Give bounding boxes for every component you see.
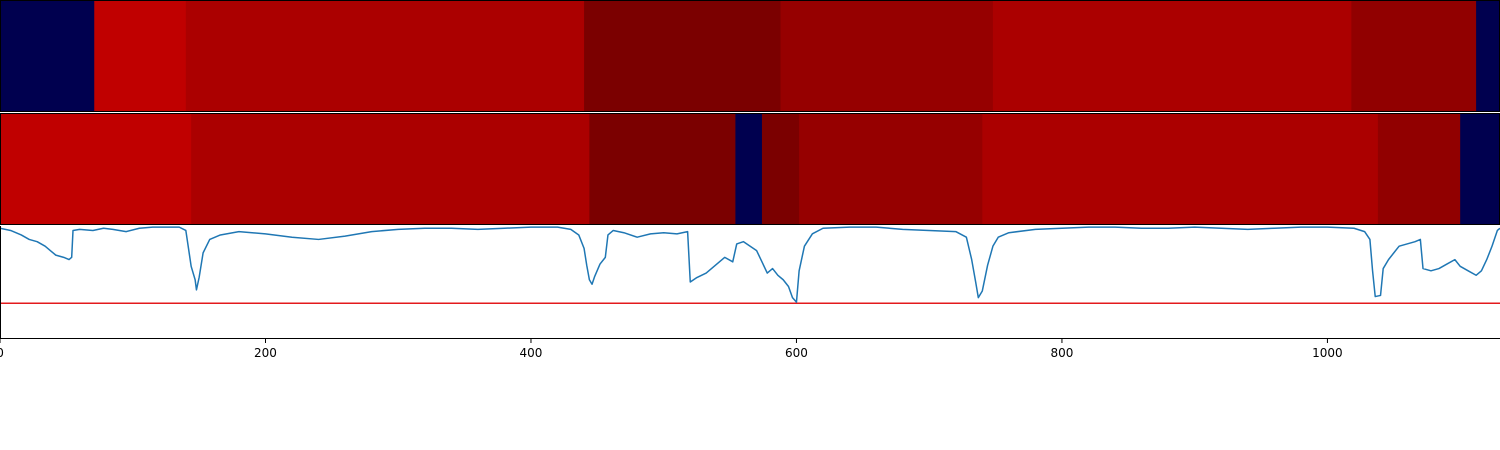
- x-tick-label-5: 1000: [1312, 346, 1343, 360]
- heatmap-segment-1-6: [982, 114, 1379, 224]
- heatmap-segment-1-4: [761, 114, 800, 224]
- x-tick-label-2: 400: [520, 346, 543, 360]
- heatmap-segment-0-7: [1476, 1, 1500, 111]
- x-tick-label-4: 800: [1050, 346, 1073, 360]
- x-tick-label-0: 0: [0, 346, 4, 360]
- heatmap-segment-0-2: [185, 1, 585, 111]
- line-plot-background: [0, 226, 1500, 338]
- heatmap-segment-1-1: [191, 114, 590, 224]
- heatmap-track-top: [0, 1, 1500, 111]
- heatmap-segment-0-3: [584, 1, 782, 111]
- heatmap-segment-1-3: [735, 114, 763, 224]
- line-plot-panel: [0, 226, 1500, 339]
- heatmap-segment-0-6: [1351, 1, 1477, 111]
- heatmap-segment-0-4: [780, 1, 994, 111]
- heatmap-segment-1-2: [589, 114, 736, 224]
- heatmap-segment-1-5: [799, 114, 983, 224]
- heatmap-segment-1-8: [1460, 114, 1500, 224]
- heatmap-segment-0-1: [94, 1, 187, 111]
- x-tick-label-1: 200: [254, 346, 277, 360]
- heatmap-segment-1-0: [0, 114, 192, 224]
- x-axis: 0 200 400 600 800 1000: [0, 338, 1343, 360]
- heatmap-track-middle: [0, 114, 1500, 224]
- series-line: [0, 226, 1500, 303]
- heatmap-segment-1-7: [1377, 114, 1461, 224]
- heatmap-segment-0-0: [0, 1, 95, 111]
- heatmap-segment-0-5: [992, 1, 1352, 111]
- x-tick-label-3: 600: [785, 346, 808, 360]
